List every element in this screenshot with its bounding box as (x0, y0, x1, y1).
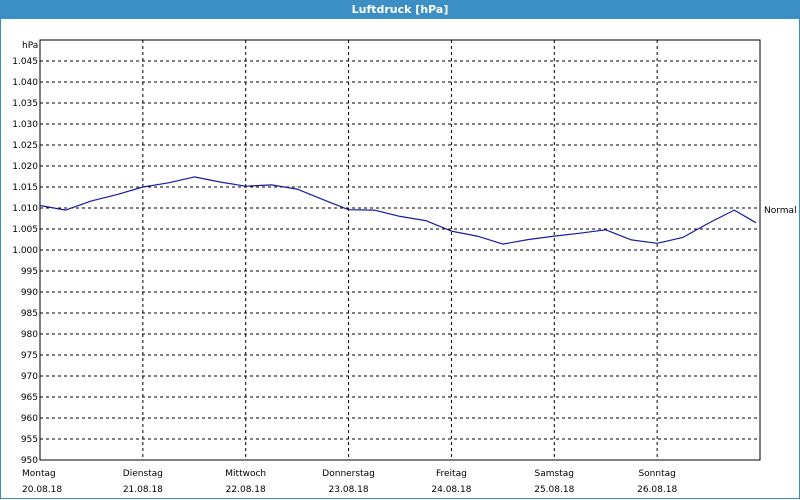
y-tick-label: 980 (21, 330, 38, 340)
y-tick-label: 1.020 (12, 162, 38, 172)
x-tick-date: 24.08.18 (431, 485, 471, 495)
y-tick-label: 1.010 (12, 204, 38, 214)
x-tick-day: Donnerstag (322, 469, 375, 479)
y-axis-label: hPa (22, 41, 38, 51)
y-tick-label: 960 (21, 414, 38, 424)
x-tick-date: 22.08.18 (226, 485, 266, 495)
y-tick-label: 1.030 (12, 120, 38, 130)
x-tick-date: 25.08.18 (534, 485, 574, 495)
x-tick-day: Mittwoch (225, 469, 266, 479)
x-tick-day: Freitag (436, 469, 467, 479)
y-tick-label: 1.025 (12, 141, 38, 151)
horizontal-grid (40, 60, 760, 440)
y-tick-label: 985 (21, 309, 38, 319)
x-tick-day: Samstag (535, 469, 574, 479)
x-tick-date: 20.08.18 (22, 485, 62, 495)
y-tick-label: 970 (21, 372, 38, 382)
y-tick-label: 990 (21, 288, 38, 298)
plot-area (39, 39, 761, 461)
y-tick-label: 1.035 (12, 99, 38, 109)
vertical-grid (142, 40, 658, 460)
y-tick-label: 1.040 (12, 78, 38, 88)
y-tick-labels: 950 955 960 965 970 975 980 985 990 995 1.000 1.005… (12, 57, 38, 466)
x-tick-date: 26.08.18 (637, 485, 677, 495)
y-tick-label: 1.015 (12, 183, 38, 193)
y-tick-label: 1.005 (12, 225, 38, 235)
y-tick-label: 1.045 (12, 57, 38, 67)
x-tick-day: Dienstag (123, 469, 163, 479)
normal-annotation: Normal (764, 206, 797, 216)
x-tick-date: 21.08.18 (123, 485, 163, 495)
x-tick-day: Sonntag (638, 469, 675, 479)
y-tick-label: 955 (21, 435, 38, 445)
pressure-line (39, 176, 757, 245)
x-tick-date: 23.08.18 (329, 485, 369, 495)
y-tick-label: 975 (21, 351, 38, 361)
series-group (39, 176, 757, 245)
x-tick-labels: Montag 20.08.18 Dienstag 21.08.18 Mittwoch 22… (22, 469, 677, 495)
y-tick-label: 950 (21, 456, 38, 466)
y-tick-label: 1.000 (12, 246, 38, 256)
chart-title: Luftdruck [hPa] (0, 0, 800, 19)
y-tick-label: 965 (21, 393, 38, 403)
y-tick-label: 995 (21, 267, 38, 277)
x-tick-day: Montag (22, 469, 56, 479)
